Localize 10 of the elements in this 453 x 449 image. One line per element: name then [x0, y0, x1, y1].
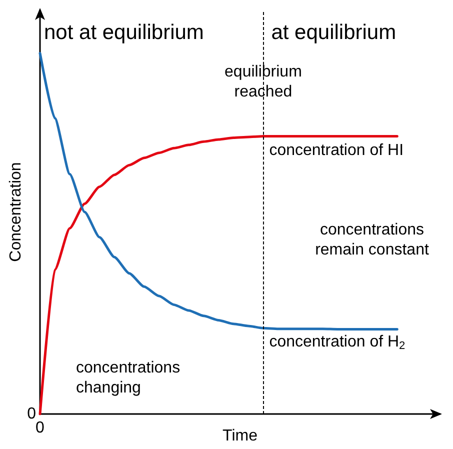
annotation: concentrations changing — [76, 360, 180, 396]
annotation: concentrations remain constant — [315, 222, 430, 258]
text: 0 — [36, 420, 45, 436]
y-axis-title: Concentration — [8, 162, 24, 262]
annotation: 0 — [27, 406, 36, 422]
annotation: equilibrium reached — [224, 64, 302, 100]
text: not at equilibrium — [44, 21, 204, 44]
x-axis-title: Time — [222, 428, 258, 444]
text: at equilibrium — [271, 21, 396, 44]
series-label: concentration of HI — [269, 142, 404, 159]
